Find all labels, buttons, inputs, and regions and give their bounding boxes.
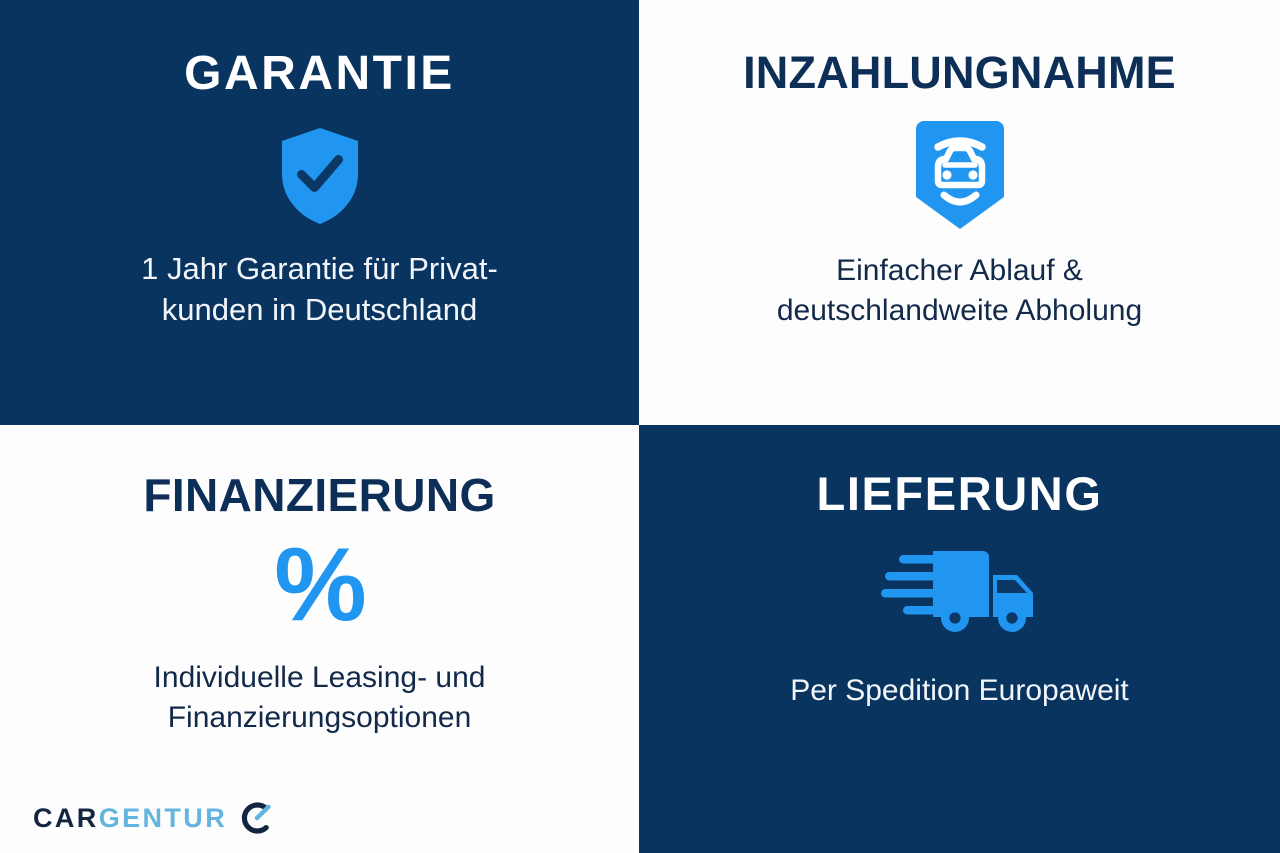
- car-badge-icon: [915, 121, 1004, 229]
- benefit-title-inzahlungnahme: INZAHLUNGNAHME: [743, 47, 1176, 98]
- benefit-description-lieferung: Per Spedition Europaweit: [790, 674, 1129, 707]
- benefit-title-garantie: GARANTIE: [184, 47, 455, 100]
- cargentur-wordmark: CARGENTUR: [33, 802, 228, 833]
- wordmark-part-gentur: GENTUR: [98, 802, 228, 833]
- wordmark-part-car: CAR: [33, 802, 99, 833]
- benefit-tile-finanzierung[interactable]: FINANZIERUNG % Individuelle Leasing- und…: [0, 425, 639, 853]
- benefit-tile-garantie[interactable]: GARANTIE 1 Jahr Garantie für Privat-kund…: [0, 0, 639, 425]
- benefit-description-inzahlungnahme: Einfacher Ablauf & deutschlandweite Abho…: [776, 254, 1143, 327]
- delivery-truck-icon-slot: [880, 541, 1039, 641]
- shield-check-icon: [281, 128, 358, 224]
- benefit-title-lieferung: LIEFERUNG: [816, 467, 1103, 520]
- benefit-tile-inzahlungnahme[interactable]: INZAHLUNGNAHME Einfacher Ablauf & deutsc…: [639, 0, 1280, 425]
- cargentur-logo[interactable]: CARGENTUR: [33, 801, 274, 835]
- cargentur-c-mark-icon: [241, 802, 271, 834]
- shield-check-icon-slot: [277, 125, 363, 227]
- percent-icon: %: [274, 527, 366, 644]
- percent-icon-slot: %: [274, 527, 366, 644]
- benefit-description-finanzierung: Individuelle Leasing- und Finanzierungso…: [153, 661, 486, 734]
- benefit-description-garantie: 1 Jahr Garantie für Privat-kunden in Deu…: [141, 251, 498, 327]
- car-badge-icon-slot: [914, 119, 1006, 231]
- benefit-tile-lieferung[interactable]: LIEFERUNG: [639, 425, 1280, 853]
- benefit-title-finanzierung: FINANZIERUNG: [143, 469, 496, 521]
- delivery-truck-icon: [880, 551, 1033, 632]
